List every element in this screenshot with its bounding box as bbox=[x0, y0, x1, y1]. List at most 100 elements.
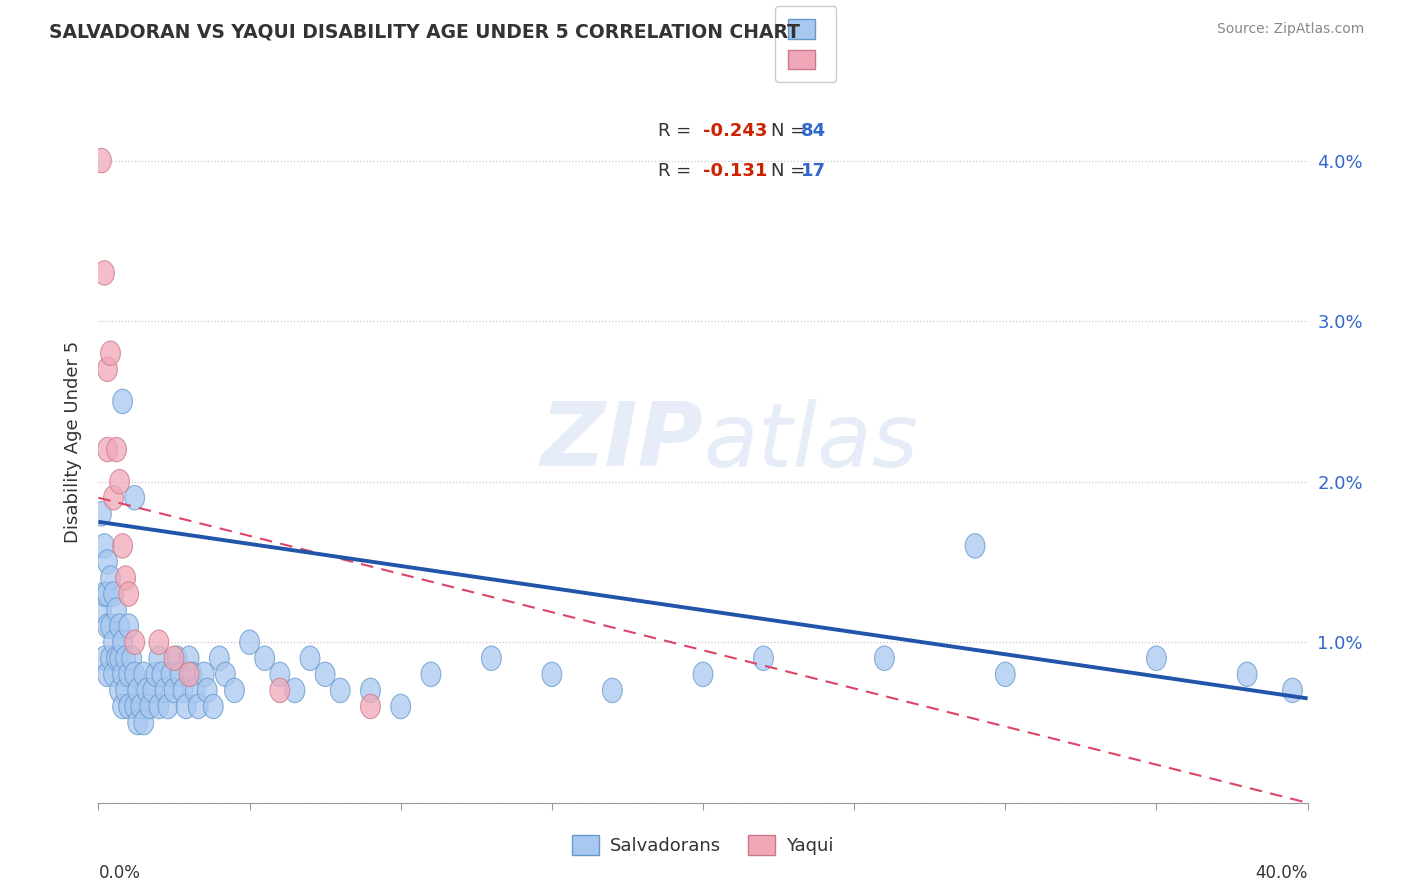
Ellipse shape bbox=[165, 678, 184, 703]
Ellipse shape bbox=[107, 598, 127, 623]
Ellipse shape bbox=[420, 662, 441, 687]
Ellipse shape bbox=[104, 582, 124, 607]
Text: N =: N = bbox=[770, 161, 811, 179]
Ellipse shape bbox=[128, 678, 148, 703]
Ellipse shape bbox=[270, 678, 290, 703]
Ellipse shape bbox=[270, 662, 290, 687]
Ellipse shape bbox=[602, 678, 623, 703]
Ellipse shape bbox=[125, 694, 145, 719]
Ellipse shape bbox=[101, 614, 121, 639]
Ellipse shape bbox=[965, 533, 986, 558]
Ellipse shape bbox=[94, 646, 114, 671]
Text: ZIP: ZIP bbox=[540, 398, 703, 485]
Ellipse shape bbox=[209, 646, 229, 671]
Ellipse shape bbox=[1146, 646, 1167, 671]
Ellipse shape bbox=[149, 630, 169, 655]
Ellipse shape bbox=[215, 662, 235, 687]
Ellipse shape bbox=[101, 341, 121, 366]
Ellipse shape bbox=[995, 662, 1015, 687]
Ellipse shape bbox=[112, 694, 132, 719]
Ellipse shape bbox=[285, 678, 305, 703]
Ellipse shape bbox=[754, 646, 773, 671]
Ellipse shape bbox=[167, 646, 187, 671]
Ellipse shape bbox=[94, 533, 114, 558]
Ellipse shape bbox=[104, 485, 124, 510]
Text: -0.131: -0.131 bbox=[703, 161, 768, 179]
Ellipse shape bbox=[152, 662, 172, 687]
Ellipse shape bbox=[188, 694, 208, 719]
Ellipse shape bbox=[179, 646, 200, 671]
Ellipse shape bbox=[143, 678, 163, 703]
Ellipse shape bbox=[157, 694, 177, 719]
Ellipse shape bbox=[225, 678, 245, 703]
Ellipse shape bbox=[186, 678, 205, 703]
Ellipse shape bbox=[110, 469, 129, 494]
Text: -0.243: -0.243 bbox=[703, 122, 768, 140]
Ellipse shape bbox=[481, 646, 502, 671]
Ellipse shape bbox=[104, 630, 124, 655]
Ellipse shape bbox=[97, 662, 117, 687]
Ellipse shape bbox=[115, 646, 135, 671]
Text: Source: ZipAtlas.com: Source: ZipAtlas.com bbox=[1216, 22, 1364, 37]
Ellipse shape bbox=[149, 646, 169, 671]
Text: 40.0%: 40.0% bbox=[1256, 863, 1308, 882]
Ellipse shape bbox=[149, 694, 169, 719]
Ellipse shape bbox=[541, 662, 562, 687]
Ellipse shape bbox=[118, 662, 139, 687]
Ellipse shape bbox=[101, 566, 121, 591]
Ellipse shape bbox=[125, 662, 145, 687]
Ellipse shape bbox=[1237, 662, 1257, 687]
Ellipse shape bbox=[183, 662, 202, 687]
Ellipse shape bbox=[97, 582, 117, 607]
Text: R =: R = bbox=[658, 161, 697, 179]
Ellipse shape bbox=[115, 566, 135, 591]
Ellipse shape bbox=[170, 662, 190, 687]
Ellipse shape bbox=[97, 549, 117, 574]
Ellipse shape bbox=[125, 630, 145, 655]
Ellipse shape bbox=[118, 694, 139, 719]
Ellipse shape bbox=[122, 646, 142, 671]
Text: SALVADORAN VS YAQUI DISABILITY AGE UNDER 5 CORRELATION CHART: SALVADORAN VS YAQUI DISABILITY AGE UNDER… bbox=[49, 22, 800, 41]
Ellipse shape bbox=[360, 678, 381, 703]
Ellipse shape bbox=[134, 710, 153, 735]
Ellipse shape bbox=[101, 646, 121, 671]
Ellipse shape bbox=[91, 501, 111, 526]
Ellipse shape bbox=[146, 662, 166, 687]
Ellipse shape bbox=[239, 630, 260, 655]
Ellipse shape bbox=[91, 598, 111, 623]
Legend: Salvadorans, Yaqui: Salvadorans, Yaqui bbox=[565, 828, 841, 863]
Y-axis label: Disability Age Under 5: Disability Age Under 5 bbox=[63, 341, 82, 542]
Ellipse shape bbox=[112, 533, 132, 558]
Ellipse shape bbox=[134, 662, 153, 687]
Ellipse shape bbox=[176, 694, 195, 719]
Text: 17: 17 bbox=[801, 161, 825, 179]
Ellipse shape bbox=[110, 678, 129, 703]
Text: 0.0%: 0.0% bbox=[98, 863, 141, 882]
Ellipse shape bbox=[204, 694, 224, 719]
Text: atlas: atlas bbox=[703, 399, 918, 484]
Ellipse shape bbox=[360, 694, 381, 719]
Ellipse shape bbox=[254, 646, 274, 671]
Text: R =: R = bbox=[658, 122, 697, 140]
Ellipse shape bbox=[194, 662, 214, 687]
Ellipse shape bbox=[693, 662, 713, 687]
Ellipse shape bbox=[110, 614, 129, 639]
Ellipse shape bbox=[107, 437, 127, 462]
Ellipse shape bbox=[115, 678, 135, 703]
Ellipse shape bbox=[128, 710, 148, 735]
Ellipse shape bbox=[104, 662, 124, 687]
Ellipse shape bbox=[97, 357, 117, 382]
Ellipse shape bbox=[97, 614, 117, 639]
Ellipse shape bbox=[110, 646, 129, 671]
Ellipse shape bbox=[162, 662, 181, 687]
Ellipse shape bbox=[91, 148, 111, 173]
Ellipse shape bbox=[165, 646, 184, 671]
Ellipse shape bbox=[315, 662, 335, 687]
Ellipse shape bbox=[118, 614, 139, 639]
Ellipse shape bbox=[94, 260, 114, 285]
Ellipse shape bbox=[94, 582, 114, 607]
Ellipse shape bbox=[118, 582, 139, 607]
Ellipse shape bbox=[131, 694, 150, 719]
Text: N =: N = bbox=[770, 122, 811, 140]
Ellipse shape bbox=[173, 678, 193, 703]
